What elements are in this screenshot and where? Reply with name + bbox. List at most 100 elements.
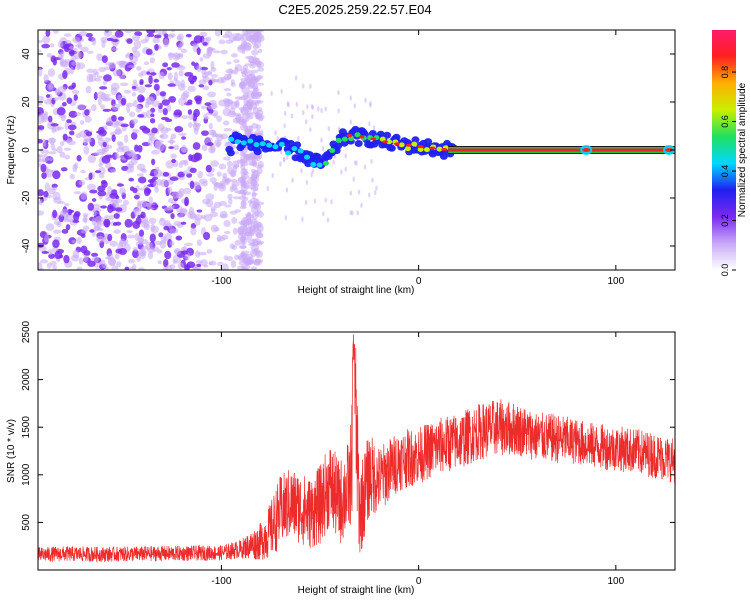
noise-speckle — [52, 58, 57, 66]
snr-plot-area — [38, 334, 675, 563]
noise-speckle — [48, 84, 53, 90]
signal-peak — [382, 140, 389, 144]
signal-core — [348, 136, 355, 142]
noise-speckle — [206, 173, 215, 177]
noise-speckle — [239, 205, 247, 210]
noise-speckle — [246, 100, 252, 109]
noise-speckle — [120, 123, 129, 128]
noise-speckle — [165, 264, 173, 270]
noise-speckle — [223, 87, 232, 92]
noise-speckle — [50, 260, 57, 266]
noise-speckle — [326, 217, 330, 223]
noise-speckle — [239, 189, 248, 195]
noise-speckle — [138, 267, 145, 270]
noise-speckle — [63, 33, 72, 37]
noise-speckle — [59, 211, 65, 217]
signal-core — [272, 144, 279, 150]
noise-speckle — [78, 179, 86, 186]
noise-speckle — [80, 245, 88, 254]
noise-speckle — [198, 79, 207, 85]
noise-speckle — [97, 185, 106, 192]
noise-speckle — [94, 170, 102, 174]
noise-speckle — [223, 230, 231, 235]
noise-speckle — [322, 211, 325, 217]
signal-blob — [383, 131, 392, 139]
noise-speckle — [151, 204, 159, 208]
noise-speckle — [127, 234, 136, 239]
noise-speckle — [48, 151, 57, 155]
noise-speckle — [78, 257, 84, 265]
noise-speckle — [240, 240, 246, 245]
noise-speckle — [59, 140, 65, 147]
noise-speckle — [228, 35, 237, 42]
noise-speckle — [222, 156, 232, 161]
noise-speckle — [255, 231, 263, 238]
noise-speckle — [178, 70, 184, 77]
noise-speckle — [53, 96, 59, 101]
noise-speckle — [364, 97, 367, 103]
noise-speckle — [71, 239, 77, 244]
noise-speckle — [168, 96, 177, 103]
noise-speckle — [115, 195, 120, 200]
noise-speckle — [47, 137, 57, 144]
noise-speckle — [117, 94, 122, 101]
noise-speckle — [167, 198, 174, 204]
noise-speckle — [89, 189, 98, 194]
noise-speckle — [116, 60, 125, 66]
noise-speckle — [234, 67, 239, 75]
noise-speckle — [54, 88, 61, 96]
noise-speckle — [119, 187, 126, 195]
noise-speckle — [146, 33, 155, 38]
noise-speckle — [224, 177, 231, 184]
noise-speckle — [163, 33, 169, 38]
noise-speckle — [79, 120, 85, 126]
noise-speckle — [196, 209, 203, 213]
noise-speckle — [159, 91, 167, 97]
noise-speckle — [38, 242, 45, 248]
noise-speckle — [140, 246, 149, 250]
noise-speckle — [107, 185, 113, 195]
noise-speckle — [156, 142, 165, 152]
noise-speckle — [370, 158, 373, 164]
noise-speckle — [98, 261, 103, 265]
spectrogram-x-ticks: -100 0 100 — [211, 30, 625, 287]
noise-speckle — [226, 92, 232, 97]
noise-speckle — [91, 198, 97, 202]
noise-speckle — [305, 180, 309, 186]
snr-x-ticks: -100 0 100 — [211, 332, 625, 587]
noise-speckle — [80, 46, 89, 53]
noise-speckle — [231, 244, 238, 250]
noise-speckle — [100, 104, 106, 110]
signal-core — [335, 137, 342, 143]
spectrogram-y-ticks: -40 -20 0 20 40 — [21, 48, 675, 253]
noise-speckle — [59, 151, 66, 158]
signal-blob — [354, 140, 363, 148]
x-tick-label: -100 — [211, 276, 231, 287]
snr-series-line — [38, 334, 675, 563]
noise-speckle — [108, 61, 117, 69]
noise-speckle — [41, 43, 51, 49]
snr-x-axis-label: Height of straight line (km) — [298, 585, 415, 596]
noise-speckle — [207, 91, 217, 98]
noise-speckle — [198, 178, 208, 184]
noise-speckle — [283, 110, 287, 116]
noise-speckle — [274, 130, 277, 136]
signal-blob — [334, 142, 343, 150]
noise-speckle — [251, 192, 258, 197]
x-tick-label: 100 — [607, 576, 624, 587]
noise-speckle — [128, 258, 136, 264]
noise-speckle — [193, 122, 200, 132]
signal-peak — [417, 145, 424, 149]
noise-speckle — [180, 221, 187, 225]
noise-speckle — [189, 180, 195, 190]
noise-speckle — [255, 240, 265, 245]
noise-speckle — [186, 261, 196, 268]
noise-speckle — [116, 183, 124, 187]
signal-core — [310, 162, 317, 168]
noise-speckle — [154, 34, 162, 39]
noise-speckle — [246, 258, 251, 263]
noise-speckle — [171, 158, 177, 164]
noise-speckle — [226, 73, 232, 80]
noise-speckle — [115, 248, 123, 254]
